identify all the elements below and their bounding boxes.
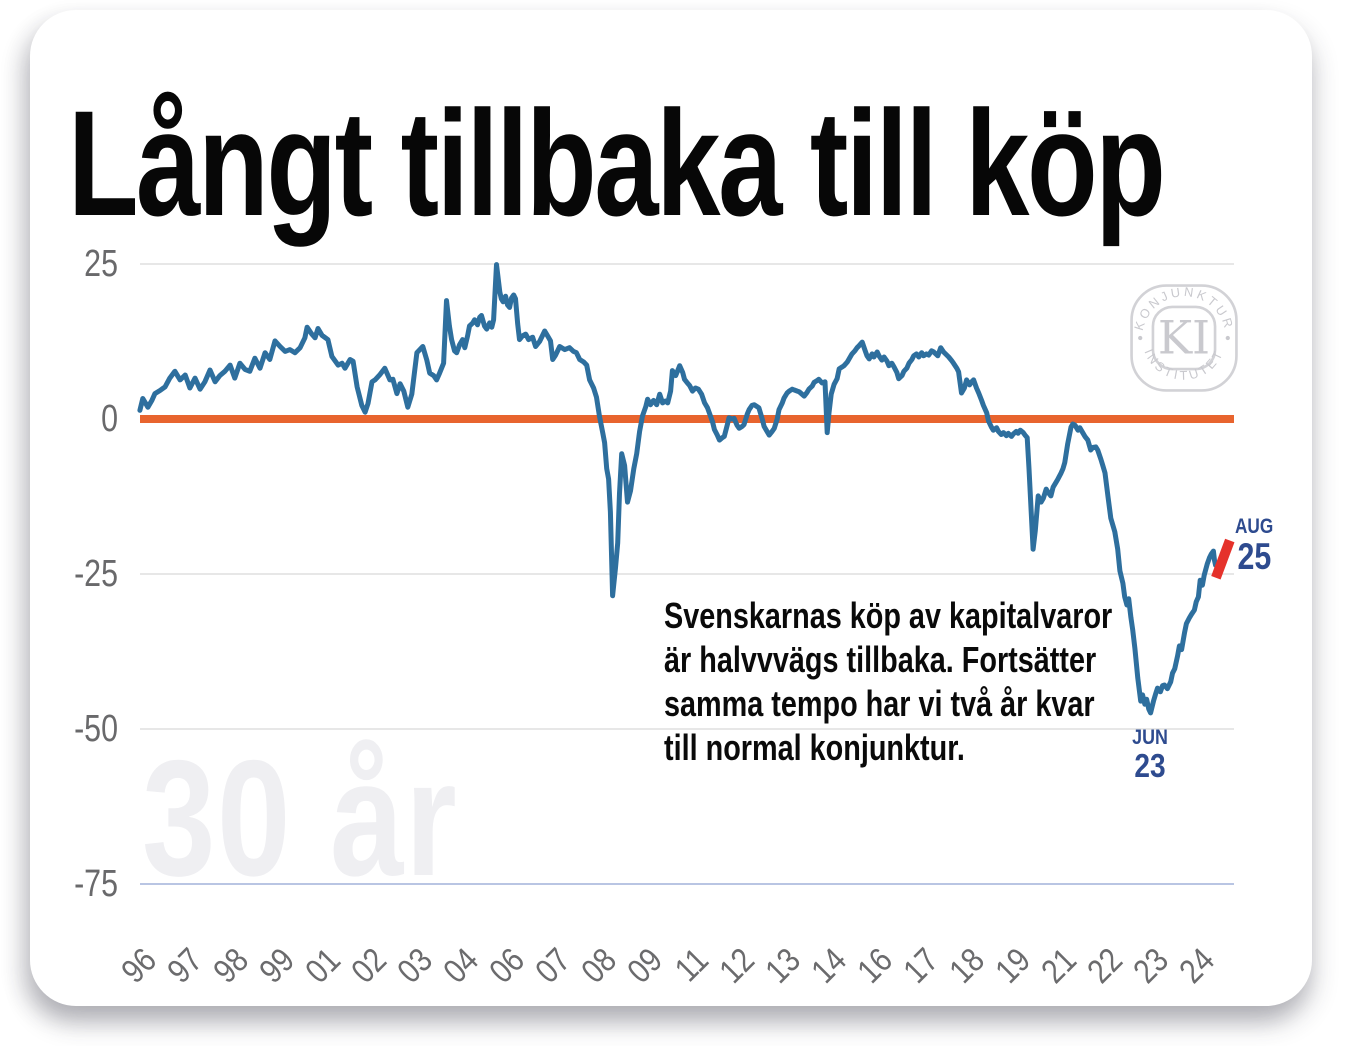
latest-point-year: 25 [1237,536,1272,577]
y-tick-label: -25 [74,553,118,595]
chart-title: Långt tillbaka till köp [68,79,1166,247]
chart-card [30,10,1312,1006]
annotation-line: är halvvvägs tillbaka. Fortsätter [664,639,1097,680]
ki-logo-monogram: KI [1158,310,1210,364]
trough-point-year: 23 [1134,747,1166,784]
series-kapitalvaror-serie [137,262,1219,716]
latest-point-month: AUG [1235,515,1274,538]
anniversary-watermark: 30 år [142,726,459,910]
ki-logo-right-dot [1225,335,1230,341]
annotation-line: samma tempo har vi två år kvar [664,683,1095,724]
annotation-line: Svenskarnas köp av kapitalvaror [664,595,1113,636]
latest-point-label: AUG 25 [1235,516,1273,575]
trough-point-label: JUN 23 [1123,727,1177,783]
annotation-line: till normal konjunktur. [664,727,965,768]
ki-logo-outer-border [1130,284,1238,392]
y-tick-label: 0 [101,398,118,440]
ki-logo-left-dot [1138,335,1143,341]
series-senaste-utveckling [1211,538,1235,580]
y-tick-label: -50 [74,708,118,750]
y-tick-label: 25 [84,243,118,285]
ki-logo: KONJUNKTUR INSTITUTET KI [1130,284,1238,392]
annotation-text: Svenskarnas köp av kapitalvaror är halvv… [664,594,1112,770]
ki-logo-inner-border [1151,305,1217,371]
trough-point-month: JUN [1132,726,1168,749]
y-tick-label: -75 [74,863,118,905]
